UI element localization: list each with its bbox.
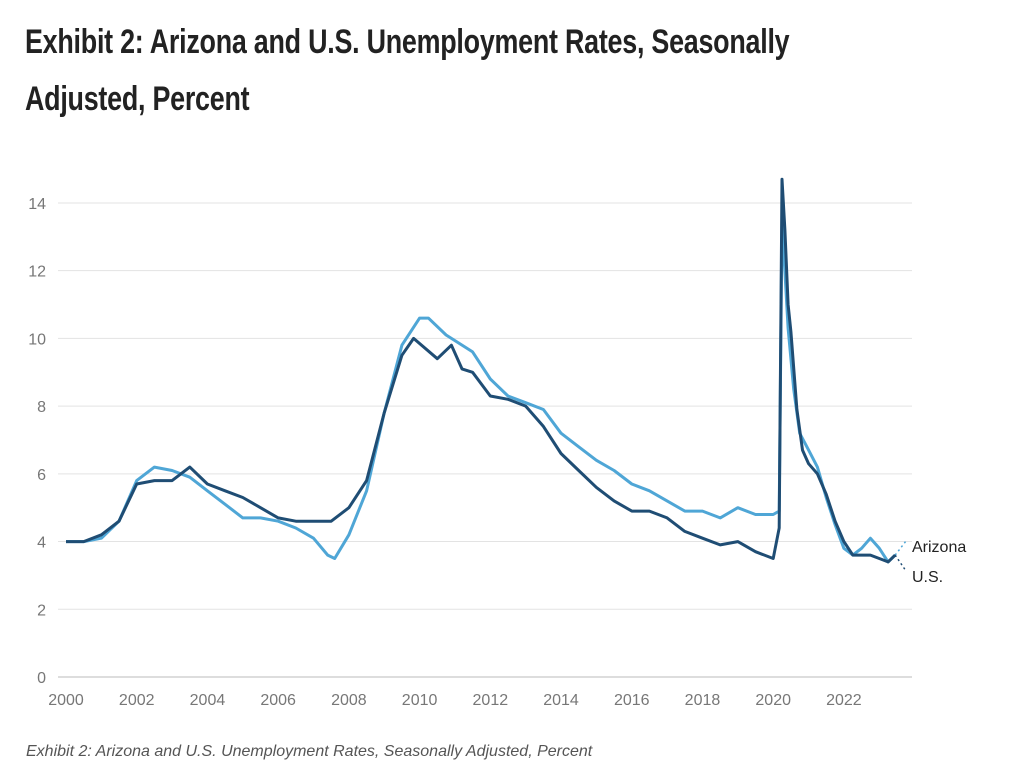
legend-label: U.S. xyxy=(912,569,943,586)
y-tick-label: 4 xyxy=(37,535,46,552)
chart-title: Exhibit 2: Arizona and U.S. Unemployment… xyxy=(25,23,790,118)
y-tick-label: 14 xyxy=(28,196,46,213)
y-tick-label: 10 xyxy=(28,331,46,348)
legend-label: Arizona xyxy=(912,539,966,556)
series-line-us xyxy=(66,177,897,564)
legend-leader xyxy=(894,554,907,572)
x-tick-label: 2002 xyxy=(119,692,155,709)
x-tick-label: 2014 xyxy=(543,692,579,709)
y-tick-label: 2 xyxy=(37,602,46,619)
x-tick-label: 2022 xyxy=(826,692,862,709)
series-line-arizona xyxy=(66,218,897,564)
x-tick-label: 2020 xyxy=(755,692,791,709)
chart-caption: Exhibit 2: Arizona and U.S. Unemployment… xyxy=(26,743,593,760)
y-tick-label: 0 xyxy=(37,670,46,687)
y-tick-label: 8 xyxy=(37,399,46,416)
x-tick-label: 2000 xyxy=(48,692,84,709)
x-tick-label: 2012 xyxy=(473,692,509,709)
x-tick-label: 2006 xyxy=(260,692,296,709)
x-tick-label: 2010 xyxy=(402,692,438,709)
x-tick-label: 2018 xyxy=(685,692,721,709)
x-tick-label: 2008 xyxy=(331,692,367,709)
y-tick-label: 6 xyxy=(37,467,46,484)
y-tick-label: 12 xyxy=(28,264,46,281)
x-tick-label: 2016 xyxy=(614,692,650,709)
legend-leader xyxy=(894,540,907,556)
x-tick-label: 2004 xyxy=(190,692,226,709)
